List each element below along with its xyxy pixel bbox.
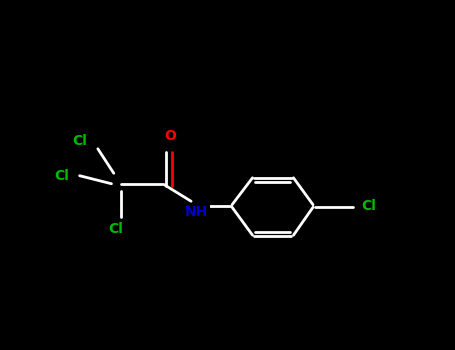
Text: O: O [164, 130, 176, 144]
Text: Cl: Cl [72, 134, 87, 148]
Text: Cl: Cl [54, 169, 69, 183]
Text: Cl: Cl [361, 199, 376, 213]
Text: NH: NH [185, 205, 208, 219]
Text: Cl: Cl [109, 222, 123, 236]
